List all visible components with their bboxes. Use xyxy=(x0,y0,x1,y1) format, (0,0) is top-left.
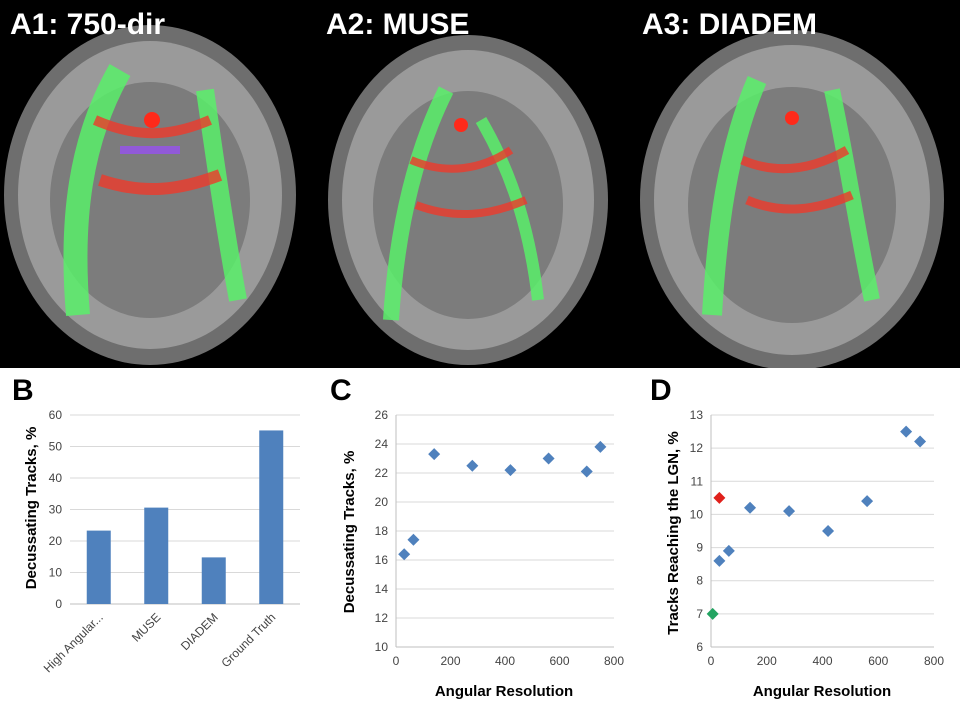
chart-d-point xyxy=(914,435,927,448)
chart-c-letter: C xyxy=(330,374,352,407)
chart-d-point xyxy=(722,544,735,557)
chart-b-ytick: 0 xyxy=(55,597,62,611)
chart-c-point xyxy=(542,452,555,465)
chart-b-ytick: 10 xyxy=(49,566,63,580)
panel-a1: A1: 750-dir xyxy=(0,0,316,368)
chart-b-xtick: High Angular... xyxy=(41,610,106,675)
chart-d-xtick: 0 xyxy=(708,654,715,668)
chart-c-point xyxy=(594,440,607,453)
panel-a2: A2: MUSE xyxy=(316,0,632,368)
chart-b-bar xyxy=(144,507,169,604)
chart-c: C Decussating Tracks, % Angular Resoluti… xyxy=(330,374,624,700)
chart-d-xlabel: Angular Resolution xyxy=(753,683,891,700)
chart-c-xtick: 0 xyxy=(393,654,400,668)
panel-title-a3: A3: DIADEM xyxy=(642,8,818,41)
chart-c-ytick: 22 xyxy=(375,466,389,480)
chart-d: D Tracks Reaching the LGN, % Angular Res… xyxy=(650,374,944,700)
chart-d-ytick: 12 xyxy=(690,441,704,455)
chart-b-ylabel: Decussating Tracks, % xyxy=(23,427,40,590)
chart-d-ytick: 9 xyxy=(696,541,703,555)
brain-image-a2 xyxy=(316,0,632,368)
chart-b-xtick: MUSE xyxy=(129,610,163,644)
chart-d-point xyxy=(713,491,726,504)
chart-c-xlabel: Angular Resolution xyxy=(435,683,573,700)
chart-b-ytick: 30 xyxy=(49,503,63,517)
chart-d-ytick: 6 xyxy=(696,640,703,654)
chart-c-xtick: 400 xyxy=(495,654,515,668)
chart-d-point xyxy=(900,425,913,438)
chart-d-ytick: 8 xyxy=(696,574,703,588)
chart-b-ytick: 60 xyxy=(49,408,63,422)
chart-c-xtick: 600 xyxy=(549,654,569,668)
chart-c-point xyxy=(580,465,593,478)
chart-b-letter: B xyxy=(12,374,34,407)
chart-d-xtick: 800 xyxy=(924,654,944,668)
chart-d-point xyxy=(706,607,719,620)
chart-d-ylabel: Tracks Reaching the LGN, % xyxy=(665,431,682,634)
brain-image-a3 xyxy=(632,0,960,368)
chart-b-bar xyxy=(86,530,111,604)
chart-b-ytick: 20 xyxy=(49,534,63,548)
chart-b-ytick: 40 xyxy=(49,471,63,485)
chart-d-point xyxy=(861,495,874,508)
chart-d-xtick: 200 xyxy=(757,654,777,668)
chart-d-point xyxy=(744,501,757,514)
chart-d-point xyxy=(713,554,726,567)
panel-title-a1: A1: 750-dir xyxy=(10,8,166,41)
chart-c-ytick: 10 xyxy=(375,640,389,654)
chart-c-ytick: 16 xyxy=(375,553,389,567)
chart-b-xtick: Ground Truth xyxy=(218,610,278,670)
chart-c-xtick: 800 xyxy=(604,654,624,668)
brain-image-a1 xyxy=(0,0,316,368)
chart-b-ytick: 50 xyxy=(49,440,63,454)
chart-d-ytick: 11 xyxy=(691,474,704,488)
panel-title-a2: A2: MUSE xyxy=(326,8,470,41)
chart-c-ytick: 12 xyxy=(375,611,389,625)
chart-b-bar xyxy=(201,557,226,604)
chart-c-point xyxy=(428,448,441,461)
chart-c-point xyxy=(466,459,479,472)
chart-d-xtick: 400 xyxy=(812,654,832,668)
chart-c-ytick: 20 xyxy=(375,495,389,509)
chart-d-ytick: 7 xyxy=(696,607,703,621)
chart-b-bar xyxy=(259,430,284,604)
chart-c-ytick: 26 xyxy=(375,408,389,422)
chart-d-ytick: 13 xyxy=(690,408,704,422)
chart-b-xtick: DIADEM xyxy=(178,610,221,653)
chart-b: B Decussating Tracks, % 0 10 20 30 40 50 60 Hig… xyxy=(12,374,300,675)
chart-c-xtick: 200 xyxy=(440,654,460,668)
chart-c-point xyxy=(398,548,411,561)
chart-d-ytick: 10 xyxy=(690,507,704,521)
chart-c-ytick: 14 xyxy=(375,582,389,596)
chart-d-point xyxy=(783,505,796,518)
chart-c-ylabel: Decussating Tracks, % xyxy=(341,451,358,614)
chart-d-point xyxy=(822,525,835,537)
chart-c-point xyxy=(407,533,420,546)
chart-d-letter: D xyxy=(650,374,672,407)
chart-c-ytick: 24 xyxy=(375,437,389,451)
chart-d-xtick: 600 xyxy=(868,654,888,668)
chart-c-point xyxy=(504,464,517,477)
panel-a3: A3: DIADEM xyxy=(632,0,960,368)
chart-c-ytick: 18 xyxy=(375,524,389,538)
